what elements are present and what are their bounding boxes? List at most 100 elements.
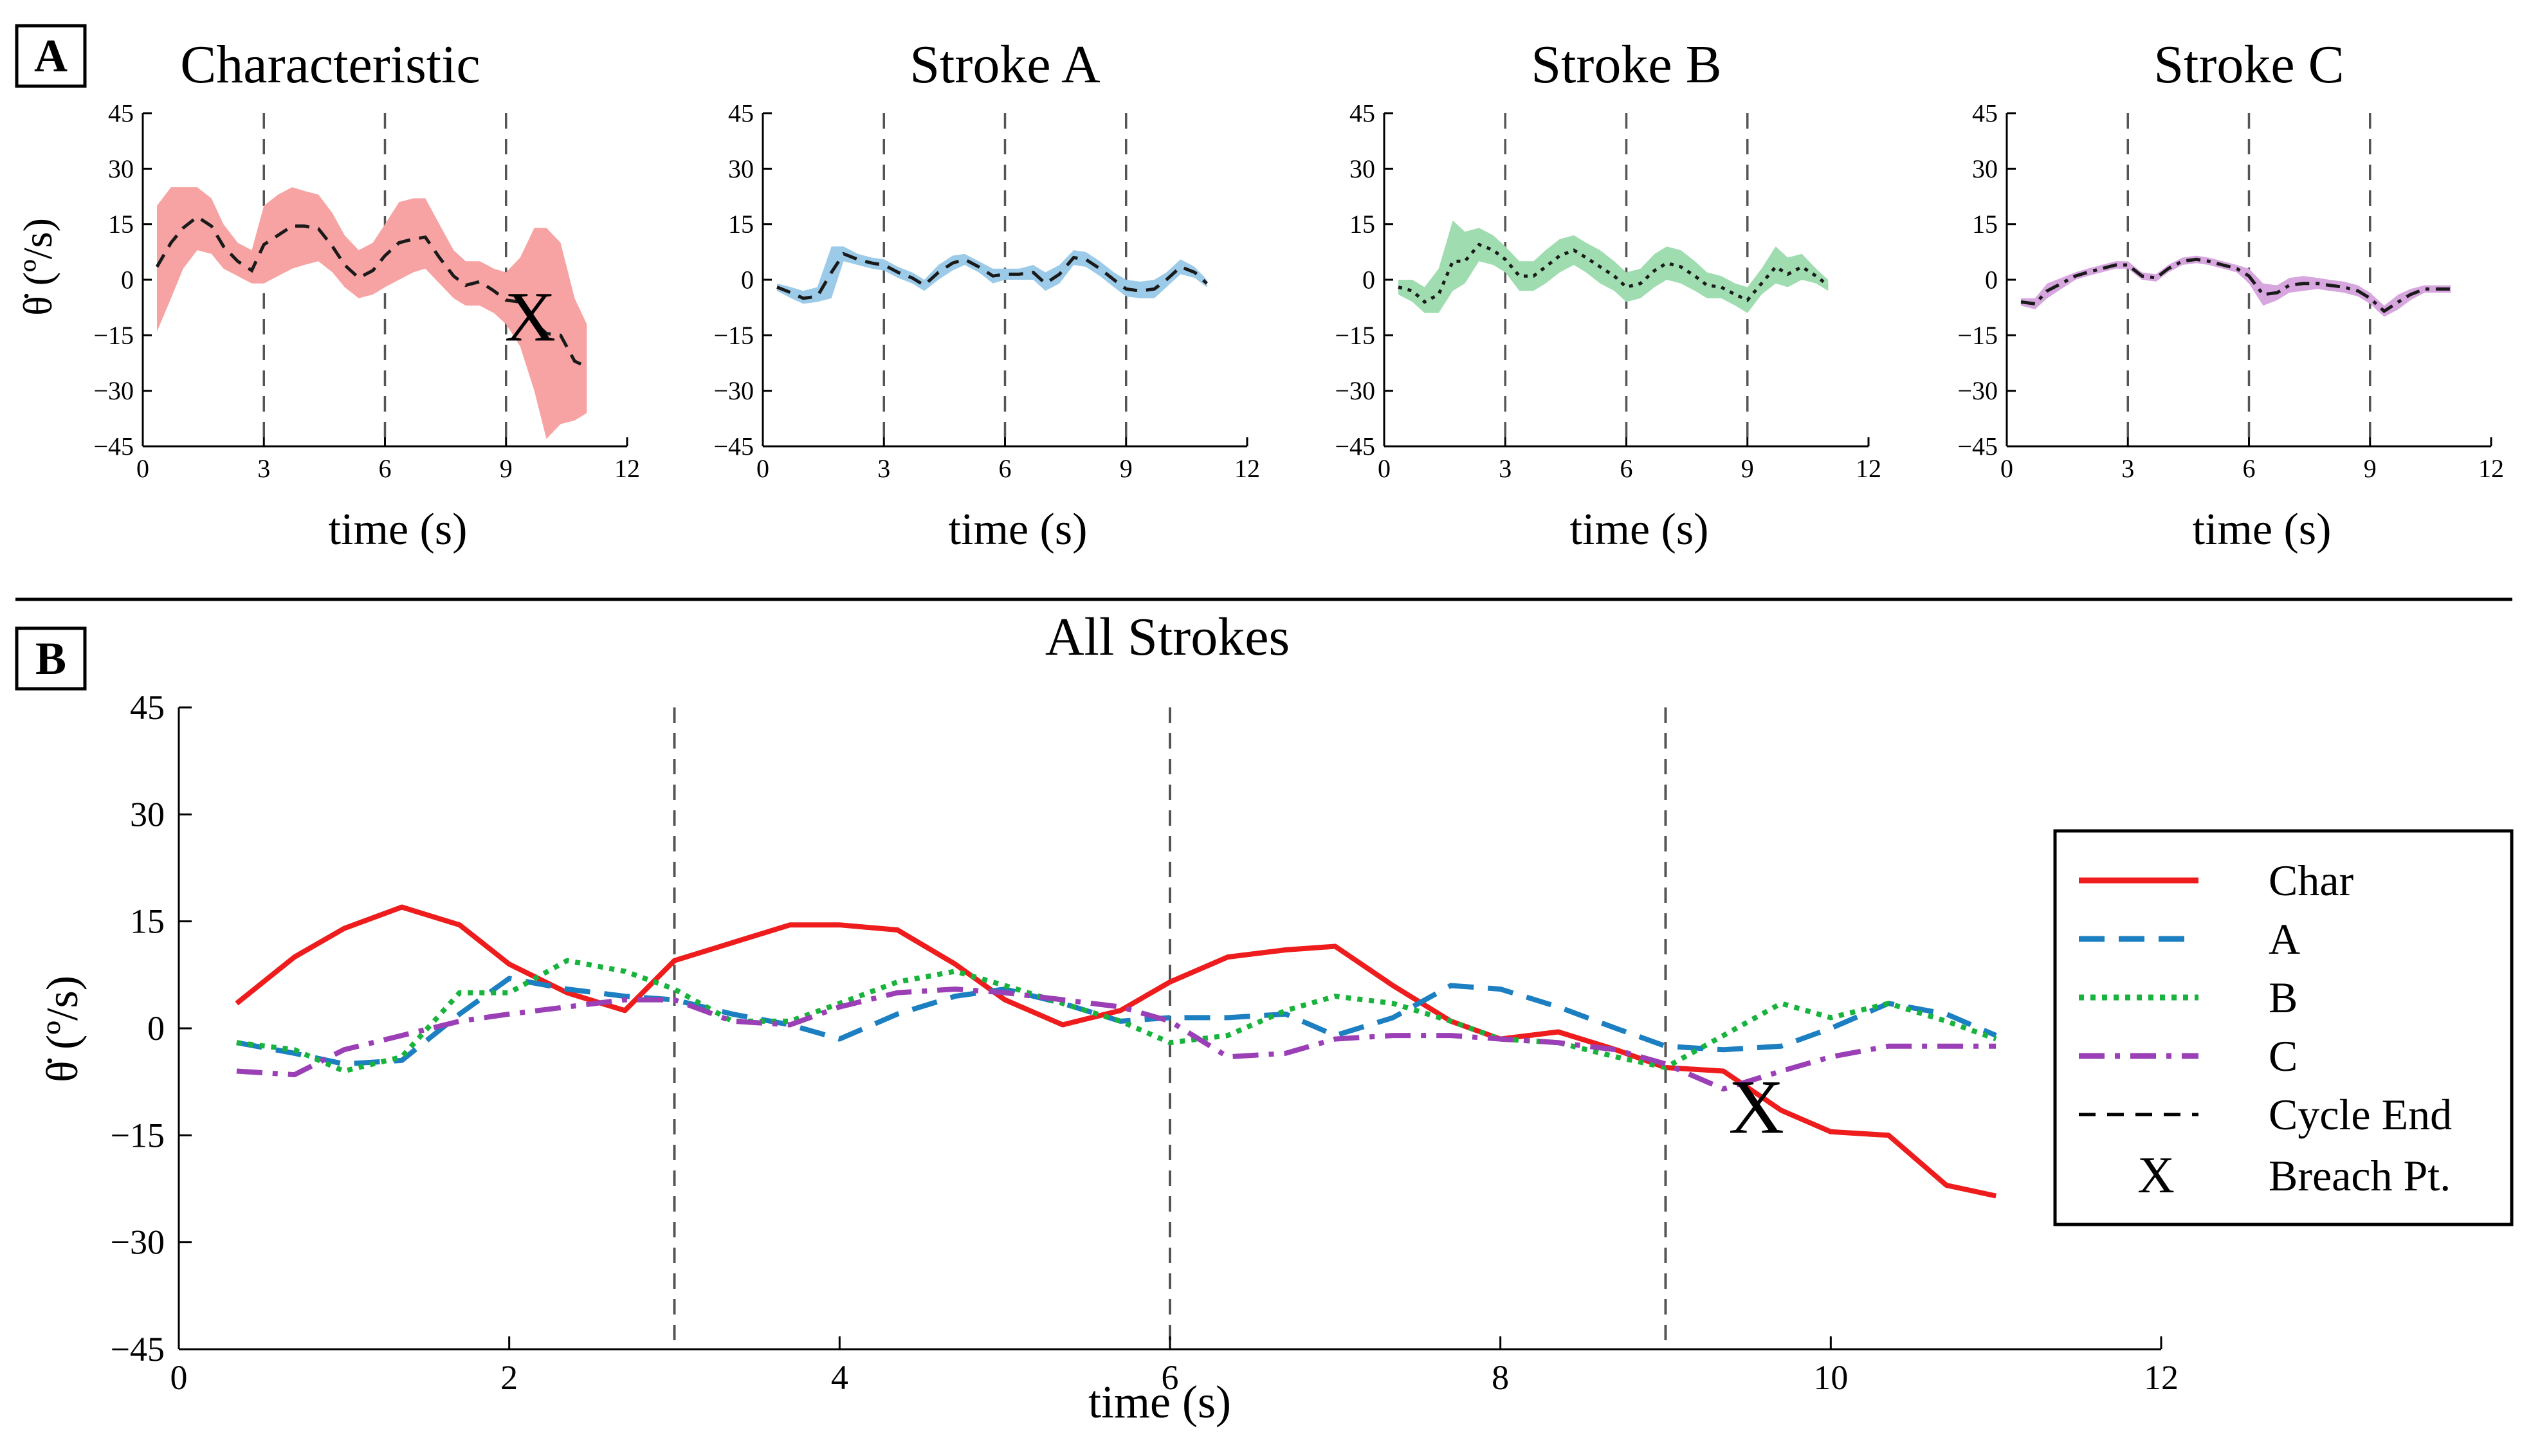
subplot-char-y-tick-label: 0 [121, 266, 134, 295]
subplot-a-y-tick-label: −15 [713, 321, 754, 350]
subplot-all-series-b [236, 958, 1997, 1074]
subplot-b-y-tick-label: −45 [1335, 432, 1375, 461]
subplot-all-x-tick-label: 10 [1813, 1358, 1848, 1397]
subplot-char-y-label: θ̇ (º/s) [15, 218, 60, 316]
subplot-all-series-c [236, 987, 1996, 1092]
subplot-char-y-tick-label: −30 [93, 376, 134, 405]
subplot-b-y-tick-label: 45 [1349, 99, 1375, 128]
subplot-c-x-tick-label: 12 [2478, 454, 2504, 483]
subplot-char-y-tick-label: 15 [108, 210, 134, 239]
subplot-b-title: Stroke B [1531, 35, 1721, 95]
subplot-c-y-tick-label: 30 [1972, 154, 1998, 183]
subplot-all-breach-marker: X [1728, 1064, 1784, 1149]
subplot-char-breach-marker: X [505, 278, 556, 356]
subplot-a-title: Stroke A [909, 35, 1101, 95]
legend-label-c: C [2269, 1032, 2298, 1080]
panel-label-b-text: B [35, 633, 66, 684]
subplot-b-x-tick-label: 9 [1741, 454, 1754, 483]
subplot-c-y-tick-label: 0 [1985, 266, 1998, 295]
subplot-char-y-tick-label: 30 [108, 154, 134, 183]
subplot-all-y-tick-label: 0 [147, 1009, 165, 1048]
subplot-all-x-tick-label: 4 [831, 1358, 848, 1397]
legend-box [2053, 829, 2514, 1226]
subplot-a-y-tick-label: −45 [713, 432, 754, 461]
subplot-c-x-tick-label: 0 [2000, 454, 2013, 483]
subplot-c-x-tick-label: 9 [2364, 454, 2377, 483]
subplot-a-x-tick-label: 0 [756, 454, 769, 483]
subplot-b-x-tick-label: 12 [1856, 454, 1881, 483]
subplot-char-mean-line [155, 215, 588, 369]
subplot-a-y-tick-label: 0 [741, 266, 754, 295]
subplot-all-y-tick-label: 15 [130, 902, 165, 941]
subplot-b-y-tick-label: −15 [1335, 321, 1375, 350]
subplot-a-x-tick-label: 9 [1120, 454, 1133, 483]
subplot-c-title: Stroke C [2153, 35, 2344, 95]
subplot-all-y-label: θ̇ (º/s) [38, 976, 87, 1082]
subplot-c-y-tick-label: −45 [1957, 432, 1998, 461]
subplot-b-x-tick-label: 6 [1620, 454, 1633, 483]
subplot-all-y-tick-label: −45 [111, 1330, 165, 1369]
subplot-b-x-label: time (s) [1570, 505, 1709, 554]
subplot-char-title: Characteristic [180, 35, 480, 95]
subplot-c-y-tick-label: −30 [1957, 376, 1998, 405]
subplot-c-mean-line [2020, 257, 2451, 314]
subplot-char-x-tick-label: 0 [136, 454, 149, 483]
legend-label-a: A [2269, 915, 2300, 963]
subplot-a-x-label: time (s) [949, 505, 1088, 554]
subplot-a-x-tick-label: 3 [877, 454, 890, 483]
subplot-b-y-tick-label: 15 [1349, 210, 1375, 239]
legend: Char A B C Cycle End X Breach Pt. [2053, 829, 2514, 1226]
legend-label-breach: Breach Pt. [2269, 1151, 2451, 1200]
subplot-all-x-tick-label: 12 [2144, 1358, 2179, 1397]
subplot-char-x-tick-label: 12 [614, 454, 640, 483]
subplot-b-y-tick-label: 30 [1349, 154, 1375, 183]
legend-swatch-breach: X [2137, 1147, 2175, 1204]
subplot-char-y-tick-label: −15 [93, 321, 134, 350]
subplot-char-x-label: time (s) [329, 505, 468, 554]
subplot-all-series-char [235, 904, 1997, 1199]
subplot-a-y-tick-label: 15 [728, 210, 754, 239]
subplot-b-x-tick-label: 0 [1378, 454, 1391, 483]
legend-label-char: Char [2269, 856, 2354, 905]
panel-label-a-text: A [34, 30, 68, 82]
legend-label-b: B [2269, 973, 2298, 1022]
subplot-all-x-label: time (s) [1088, 1376, 1231, 1428]
subplot-b-variance-band [1398, 220, 1829, 313]
subplot-b-y-tick-label: 0 [1362, 266, 1375, 295]
subplot-all-y-tick-label: 30 [130, 795, 165, 833]
subplot-char-x-tick-label: 9 [500, 454, 513, 483]
subplot-char-y-tick-label: −45 [93, 432, 134, 461]
subplot-c-variance-band [2021, 255, 2451, 317]
legend-label-cycle-end: Cycle End [2269, 1090, 2452, 1139]
subplot-b-y-tick-label: −30 [1335, 376, 1375, 405]
subplot-all-x-tick-label: 6 [1162, 1358, 1179, 1397]
subplot-b-x-tick-label: 3 [1499, 454, 1512, 483]
subplot-all-title: All Strokes [1045, 607, 1290, 667]
subplot-all-x-tick-label: 8 [1492, 1358, 1509, 1397]
panel-label-b-box [15, 626, 87, 691]
subplot-c-x-tick-label: 3 [2121, 454, 2134, 483]
subplot-all-x-tick-label: 2 [500, 1358, 518, 1397]
subplot-char-variance-band [157, 187, 587, 439]
subplot-all-y-tick-label: −30 [111, 1223, 165, 1262]
subplot-a-y-tick-label: 30 [728, 154, 754, 183]
subplot-all-y-tick-label: 45 [130, 688, 165, 727]
subplot-all-y-tick-label: −15 [111, 1116, 165, 1154]
subplot-c-x-label: time (s) [2193, 505, 2332, 554]
subplot-c-y-tick-label: 15 [1972, 210, 1998, 239]
subplot-char-y-tick-label: 45 [108, 99, 134, 128]
subplot-char-x-tick-label: 3 [257, 454, 270, 483]
subplot-a-x-tick-label: 12 [1234, 454, 1260, 483]
subplot-char-x-tick-label: 6 [379, 454, 392, 483]
panel-label-a: A [15, 24, 87, 88]
panel-label-b: B [15, 626, 87, 691]
subplot-all-x-tick-label: 0 [170, 1358, 188, 1397]
subplot-c-y-tick-label: −15 [1957, 321, 1998, 350]
